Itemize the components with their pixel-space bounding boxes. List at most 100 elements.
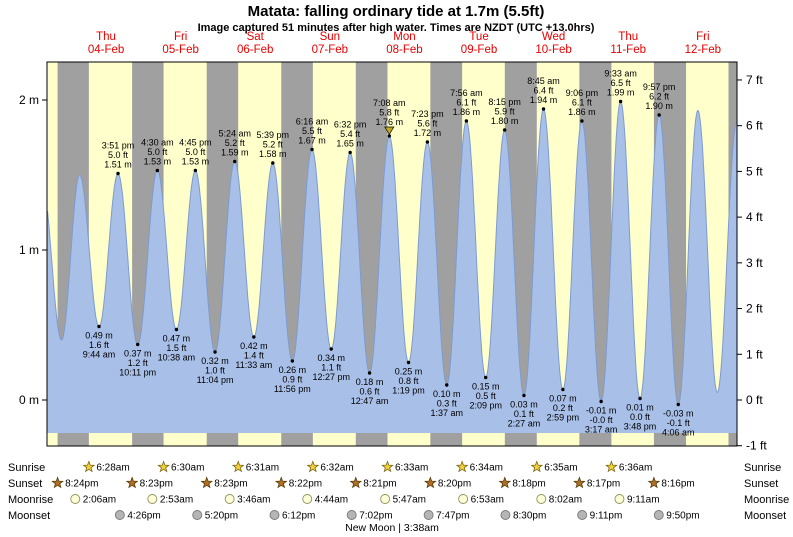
sunset-time: 8:23pm	[214, 479, 247, 490]
high-tide-label: 9:33 am	[604, 69, 637, 79]
low-tide-label: 11:04 pm	[197, 375, 234, 385]
high-tide-label: 1.86 m	[568, 107, 596, 117]
day-label-weekday: Thu	[96, 31, 116, 43]
high-tide-label: 4:45 pm	[179, 138, 212, 148]
high-tide-label: 1.94 m	[530, 95, 558, 105]
high-tide-label: 5.8 ft	[379, 108, 400, 118]
low-tide-label: -0.03 m	[663, 409, 694, 419]
high-tide-label: 5.0 ft	[147, 147, 168, 157]
sunrise-time: 6:31am	[246, 463, 279, 474]
low-tide-label: 0.42 m	[240, 341, 268, 351]
sunset-star-icon	[498, 476, 512, 489]
high-tide-label: 3:51 pm	[102, 141, 135, 151]
low-tide-label: 0.6 ft	[360, 387, 381, 397]
sunrise-time: 6:36am	[619, 463, 652, 474]
sunrise-time: 6:34am	[470, 463, 503, 474]
tide-extreme-dot	[580, 119, 584, 123]
moonrise-icon	[614, 494, 625, 504]
moonset-time: 5:20pm	[205, 511, 238, 522]
high-tide-label: 1.58 m	[259, 149, 287, 159]
low-tide-label: 0.8 ft	[399, 376, 420, 386]
tide-extreme-dot	[310, 147, 314, 152]
low-tide-label: 0.0 ft	[630, 412, 651, 422]
high-tide-label: 5.0 ft	[185, 147, 206, 157]
left-axis-label: 0 m	[19, 393, 39, 407]
sunrise-star-icon	[455, 460, 469, 473]
day-label-weekday: Mon	[393, 31, 415, 43]
low-tide-label: 1.2 ft	[128, 358, 149, 368]
low-tide-label: 0.15 m	[472, 382, 500, 392]
tide-extreme-dot	[599, 399, 603, 404]
low-tide-label: 0.3 ft	[437, 399, 458, 409]
low-tide-label: 11:33 am	[235, 360, 272, 370]
moonset-time: 4:26pm	[127, 511, 160, 522]
high-tide-label: 7:08 am	[373, 98, 406, 108]
low-tide-label: 2:27 am	[508, 419, 541, 429]
low-tide-label: 1.0 ft	[205, 366, 226, 376]
moonrise-icon	[224, 494, 235, 504]
moonset-icon	[269, 510, 280, 520]
low-tide-label: 1:19 pm	[392, 386, 425, 396]
moonrise-time: 2:53am	[160, 495, 193, 506]
day-label-date: 12-Feb	[685, 44, 721, 56]
high-tide-label: 1.90 m	[645, 101, 673, 111]
low-tide-label: 3:17 am	[585, 425, 618, 435]
moonrise-icon	[70, 494, 81, 504]
low-tide-label: 1.4 ft	[244, 351, 265, 361]
day-label-date: 07-Feb	[312, 44, 348, 56]
moonrise-icon	[302, 494, 313, 504]
row-label-right-moonset: Moonset	[744, 510, 786, 522]
tide-extreme-dot	[638, 396, 642, 401]
moon-phase-label: New Moon | 3:38am	[345, 522, 439, 534]
moonrise-icon	[380, 494, 391, 504]
tide-extreme-dot	[213, 350, 217, 354]
row-label-left-sunset: Sunset	[8, 478, 42, 490]
tide-extreme-dot	[329, 347, 333, 351]
tide-extreme-dot	[233, 159, 237, 164]
tide-extreme-dot	[387, 134, 392, 138]
low-tide-label: 0.49 m	[85, 331, 113, 341]
sunrise-time: 6:32am	[320, 463, 353, 474]
sunrise-star-icon	[82, 460, 96, 473]
low-tide-label: 10:38 am	[158, 353, 196, 363]
tide-extreme-dot	[252, 335, 256, 339]
day-label-weekday: Sun	[320, 31, 340, 43]
low-tide-label: -0.01 m	[586, 406, 617, 416]
day-label-weekday: Sat	[247, 31, 265, 43]
sunset-time: 8:24pm	[65, 479, 98, 490]
low-tide-label: 1.1 ft	[321, 363, 342, 373]
high-tide-label: 6.5 ft	[611, 78, 632, 88]
moonset-icon	[114, 510, 125, 520]
low-tide-label: 0.9 ft	[282, 375, 303, 385]
tide-extreme-dot	[618, 99, 623, 104]
high-tide-label: 7:56 am	[450, 88, 483, 98]
low-tide-label: 0.10 m	[433, 389, 461, 399]
low-tide-label: 0.18 m	[356, 377, 384, 387]
day-label-date: 11-Feb	[610, 44, 646, 56]
low-tide-label: 12:27 pm	[312, 372, 350, 382]
moonset-icon	[653, 510, 664, 520]
sunrise-time: 6:28am	[96, 463, 129, 474]
high-tide-label: 5.2 ft	[263, 140, 284, 150]
moonrise-time: 5:47am	[393, 495, 426, 506]
day-label-weekday: Fri	[174, 31, 187, 43]
tide-extreme-dot	[271, 161, 275, 165]
high-tide-label: 5.9 ft	[495, 107, 516, 117]
sunset-time: 8:17pm	[587, 479, 620, 490]
tide-extreme-dot	[657, 113, 661, 117]
day-label-date: 05-Feb	[162, 44, 198, 56]
low-tide-label: 0.32 m	[201, 356, 229, 366]
sunrise-star-icon	[381, 460, 394, 473]
sunset-star-icon	[349, 476, 363, 489]
high-tide-label: 1.86 m	[453, 107, 481, 117]
sunset-star-icon	[125, 476, 139, 489]
current-time-marker	[384, 126, 395, 136]
sunset-time: 8:23pm	[140, 479, 173, 490]
sunset-time: 8:20pm	[438, 479, 471, 490]
high-tide-label: 5.6 ft	[417, 119, 438, 129]
low-tide-label: 10:11 pm	[119, 368, 156, 378]
row-label-left-sunrise: Sunrise	[8, 462, 45, 474]
high-tide-label: 6:16 am	[296, 117, 329, 127]
day-label-weekday: Tue	[469, 31, 488, 43]
